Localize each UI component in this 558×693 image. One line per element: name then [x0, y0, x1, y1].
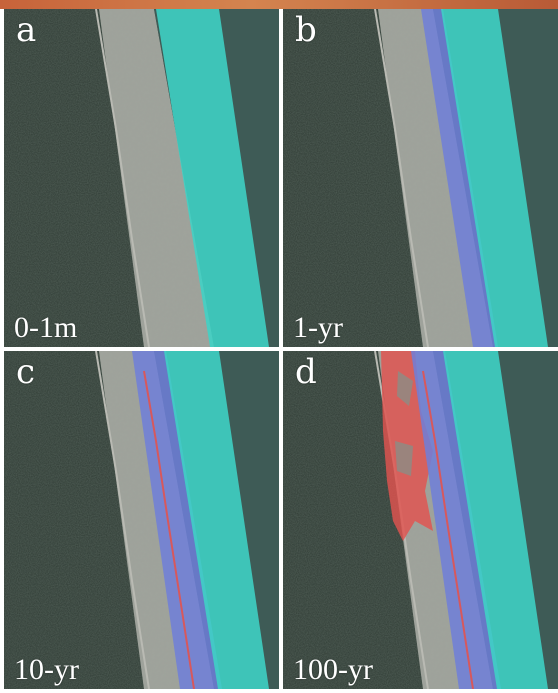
satellite-image-c [4, 351, 279, 689]
panel-label: 0-1m [14, 311, 78, 344]
panel-a: a 0-1m [4, 9, 279, 347]
panel-letter: d [295, 352, 317, 392]
satellite-image-a [4, 9, 279, 347]
satellite-image-d [283, 351, 558, 689]
panel-b: b 1-yr [283, 9, 558, 347]
top-accent-bar [0, 0, 558, 9]
panel-letter: a [16, 10, 37, 50]
panel-c: c 10-yr [4, 351, 279, 689]
panel-d: d 100-yr [283, 351, 558, 689]
panel-letter: c [16, 352, 36, 392]
panel-label: 1-yr [293, 311, 343, 344]
satellite-image-b [283, 9, 558, 347]
panel-label: 100-yr [293, 653, 373, 686]
panel-letter: b [295, 10, 317, 50]
panel-label: 10-yr [14, 653, 79, 686]
